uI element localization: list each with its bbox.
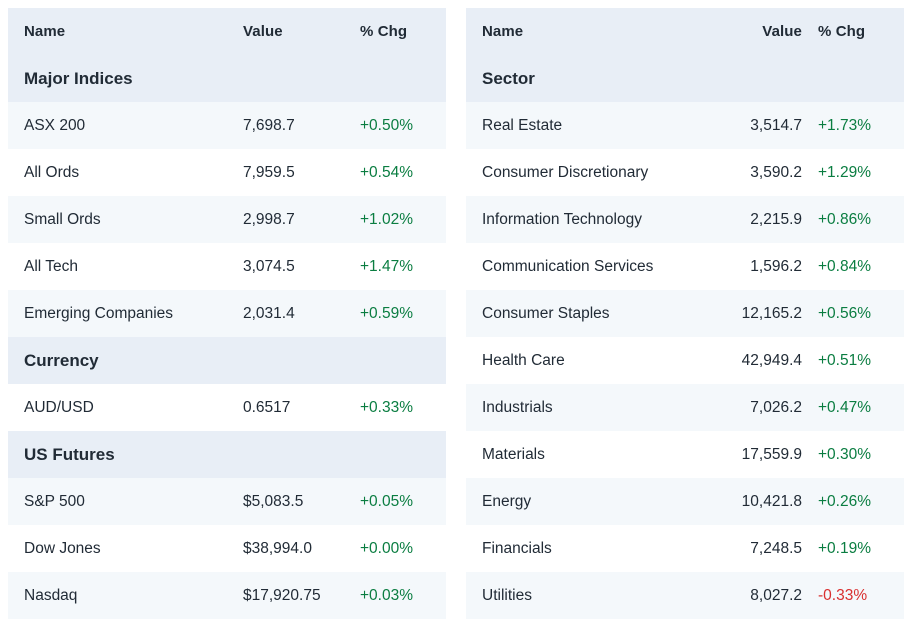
row-value: 17,559.9 xyxy=(741,445,802,463)
row-value: 8,027.2 xyxy=(750,586,802,604)
row-name: Utilities xyxy=(482,586,532,604)
row-change: -0.33% xyxy=(818,586,868,604)
table-row[interactable]: Consumer Staples 12,165.2 +0.56% xyxy=(466,290,904,337)
column-header-value: Value xyxy=(762,23,802,40)
row-change: +0.30% xyxy=(818,445,872,463)
row-value: 7,248.5 xyxy=(750,539,802,557)
row-name: Materials xyxy=(482,445,545,463)
row-name: AUD/USD xyxy=(24,398,94,416)
row-change: +1.73% xyxy=(818,116,872,134)
market-table-indices: Name Value % Chg Major Indices ASX 200 7,698.… xyxy=(8,8,446,619)
table-row[interactable]: Emerging Companies 2,031.4 +0.59% xyxy=(8,290,446,337)
row-name: Dow Jones xyxy=(24,539,101,557)
row-change: +0.05% xyxy=(360,492,414,510)
row-name: ASX 200 xyxy=(24,116,86,134)
row-name: Health Care xyxy=(482,351,565,369)
row-name: Real Estate xyxy=(482,116,563,134)
table-row[interactable]: AUD/USD 0.6517 +0.33% xyxy=(8,384,446,431)
table-row[interactable]: Real Estate 3,514.7 +1.73% xyxy=(466,102,904,149)
table-row[interactable]: Utilities 8,027.2 -0.33% xyxy=(466,572,904,619)
row-change: +1.02% xyxy=(360,210,414,228)
row-name: Emerging Companies xyxy=(24,304,174,322)
row-value: 7,698.7 xyxy=(243,116,295,134)
table-row[interactable]: Consumer Discretionary 3,590.2 +1.29% xyxy=(466,149,904,196)
row-change: +0.50% xyxy=(360,116,414,134)
row-change: +1.29% xyxy=(818,163,872,181)
table-row[interactable]: Health Care 42,949.4 +0.51% xyxy=(466,337,904,384)
row-value: 10,421.8 xyxy=(741,492,802,510)
row-value: 1,596.2 xyxy=(750,257,802,275)
row-change: +0.19% xyxy=(818,539,872,557)
row-value: 7,959.5 xyxy=(243,163,295,181)
row-value: 3,590.2 xyxy=(750,163,802,181)
row-value: $5,083.5 xyxy=(243,492,304,510)
row-value: 42,949.4 xyxy=(741,351,802,369)
table-row[interactable]: Small Ords 2,998.7 +1.02% xyxy=(8,196,446,243)
section-title: US Futures xyxy=(24,444,115,464)
row-change: +0.86% xyxy=(818,210,872,228)
row-value: $38,994.0 xyxy=(243,539,312,557)
row-name: Nasdaq xyxy=(24,586,78,604)
row-change: +1.47% xyxy=(360,257,414,275)
column-header-row: Name Value % Chg xyxy=(466,8,904,55)
row-name: Industrials xyxy=(482,398,553,416)
row-value: 3,074.5 xyxy=(243,257,295,275)
row-name: Financials xyxy=(482,539,552,557)
table-row[interactable]: S&P 500 $5,083.5 +0.05% xyxy=(8,478,446,525)
section-header-row: Sector xyxy=(466,55,904,102)
column-header-row: Name Value % Chg xyxy=(8,8,446,55)
row-name: Energy xyxy=(482,492,532,510)
row-name: Consumer Discretionary xyxy=(482,163,649,181)
row-change: +0.59% xyxy=(360,304,414,322)
table-row[interactable]: Information Technology 2,215.9 +0.86% xyxy=(466,196,904,243)
row-value: 12,165.2 xyxy=(741,304,802,322)
row-value: 2,998.7 xyxy=(243,210,295,228)
market-summary: Name Value % Chg Major Indices ASX 200 7,698.… xyxy=(8,8,904,619)
table-row[interactable]: Industrials 7,026.2 +0.47% xyxy=(466,384,904,431)
row-change: +0.54% xyxy=(360,163,414,181)
market-table-sectors: Name Value % Chg Sector Real Estate 3,514.7 +1… xyxy=(466,8,904,619)
row-name: S&P 500 xyxy=(24,492,85,510)
table-row[interactable]: Dow Jones $38,994.0 +0.00% xyxy=(8,525,446,572)
row-change: +0.51% xyxy=(818,351,872,369)
row-change: +0.33% xyxy=(360,398,414,416)
row-value: 3,514.7 xyxy=(750,116,802,134)
table-row[interactable]: All Ords 7,959.5 +0.54% xyxy=(8,149,446,196)
row-change: +0.00% xyxy=(360,539,414,557)
table-row[interactable]: Materials 17,559.9 +0.30% xyxy=(466,431,904,478)
row-value: 0.6517 xyxy=(243,398,291,416)
row-value: $17,920.75 xyxy=(243,586,321,604)
row-change: +0.56% xyxy=(818,304,872,322)
row-name: All Tech xyxy=(24,257,78,275)
row-value: 2,031.4 xyxy=(243,304,295,322)
section-title: Currency xyxy=(24,350,99,370)
row-change: +0.26% xyxy=(818,492,872,510)
row-change: +0.84% xyxy=(818,257,872,275)
section-header-row: Major Indices xyxy=(8,55,446,102)
row-change: +0.03% xyxy=(360,586,414,604)
row-name: All Ords xyxy=(24,163,80,181)
column-header-chg: % Chg xyxy=(360,23,408,40)
row-name: Information Technology xyxy=(482,210,642,228)
table-row[interactable]: All Tech 3,074.5 +1.47% xyxy=(8,243,446,290)
table-row[interactable]: Energy 10,421.8 +0.26% xyxy=(466,478,904,525)
table-row[interactable]: Financials 7,248.5 +0.19% xyxy=(466,525,904,572)
table-row[interactable]: ASX 200 7,698.7 +0.50% xyxy=(8,102,446,149)
row-name: Communication Services xyxy=(482,257,654,275)
row-name: Small Ords xyxy=(24,210,101,228)
column-header-name: Name xyxy=(482,23,524,40)
section-header-row: US Futures xyxy=(8,431,446,478)
table-row[interactable]: Nasdaq $17,920.75 +0.03% xyxy=(8,572,446,619)
row-name: Consumer Staples xyxy=(482,304,610,322)
row-change: +0.47% xyxy=(818,398,872,416)
column-header-value: Value xyxy=(243,23,283,40)
section-title: Major Indices xyxy=(24,68,133,88)
row-value: 2,215.9 xyxy=(750,210,802,228)
section-header-row: Currency xyxy=(8,337,446,384)
column-header-chg: % Chg xyxy=(818,23,866,40)
table-row[interactable]: Communication Services 1,596.2 +0.84% xyxy=(466,243,904,290)
column-header-name: Name xyxy=(24,23,66,40)
row-value: 7,026.2 xyxy=(750,398,802,416)
section-title: Sector xyxy=(482,68,535,88)
